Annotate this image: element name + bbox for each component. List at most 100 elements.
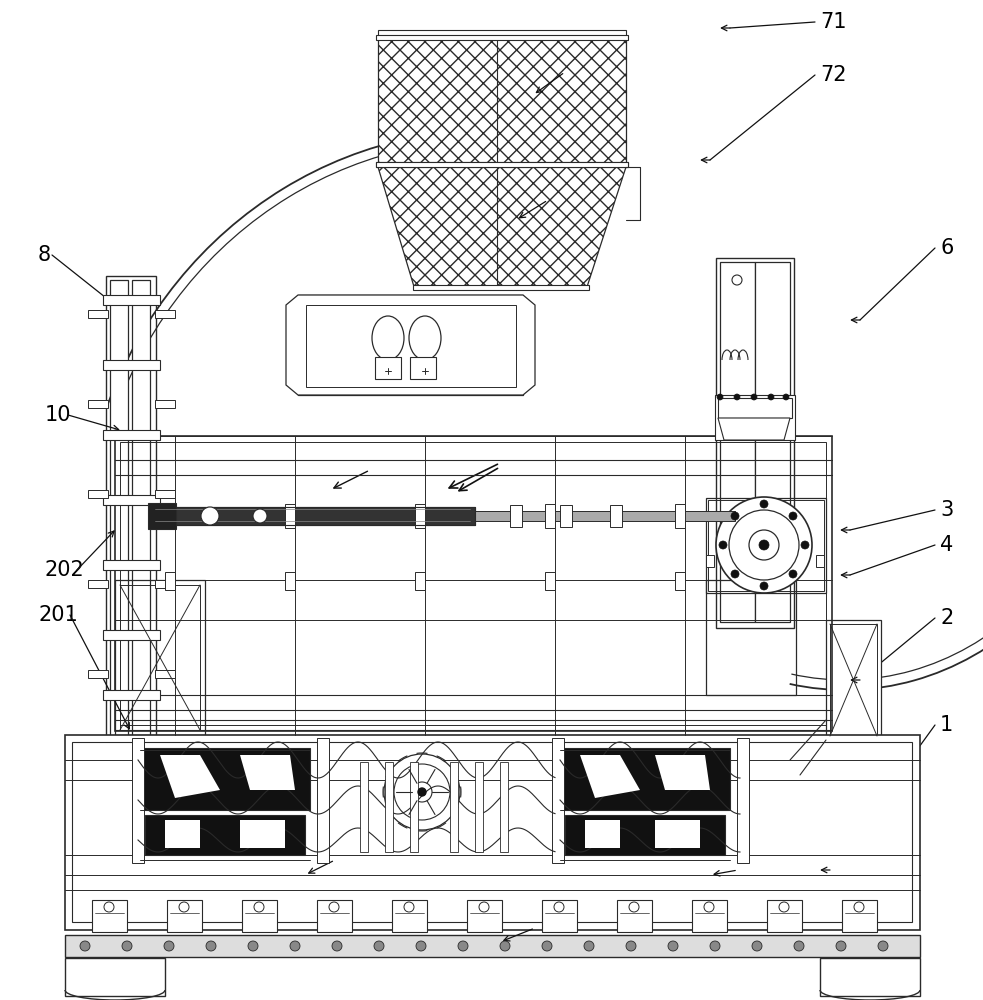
Bar <box>103 295 160 305</box>
Polygon shape <box>718 418 790 440</box>
Circle shape <box>794 941 804 951</box>
Circle shape <box>854 902 864 912</box>
Text: 202: 202 <box>45 560 85 580</box>
Bar <box>542 900 577 932</box>
Circle shape <box>731 570 739 578</box>
Bar <box>475 762 483 852</box>
Circle shape <box>801 541 809 549</box>
Bar <box>148 503 176 529</box>
Circle shape <box>836 941 846 951</box>
Bar <box>106 276 156 764</box>
Bar <box>360 762 368 852</box>
Bar <box>155 490 175 498</box>
Polygon shape <box>286 295 535 395</box>
Circle shape <box>179 902 189 912</box>
Bar <box>92 900 127 932</box>
Bar <box>610 505 622 527</box>
Text: 10: 10 <box>45 405 72 425</box>
Polygon shape <box>240 755 295 790</box>
Circle shape <box>253 509 267 523</box>
Bar <box>167 900 202 932</box>
Circle shape <box>789 512 797 520</box>
Text: 72: 72 <box>820 65 846 85</box>
Bar <box>385 762 393 852</box>
Text: 2: 2 <box>940 608 954 628</box>
Bar <box>88 490 108 498</box>
Circle shape <box>122 941 132 951</box>
Bar <box>706 498 826 593</box>
Circle shape <box>479 902 489 912</box>
Circle shape <box>710 941 720 951</box>
Bar <box>706 580 796 695</box>
Circle shape <box>751 394 757 400</box>
Circle shape <box>789 570 797 578</box>
Polygon shape <box>585 820 620 848</box>
Bar <box>65 935 920 957</box>
Bar <box>675 572 685 590</box>
Text: 6: 6 <box>940 238 954 258</box>
Bar <box>155 310 175 318</box>
Bar <box>285 572 295 590</box>
Bar <box>65 735 920 930</box>
Circle shape <box>384 754 460 830</box>
Bar <box>103 560 160 570</box>
Bar <box>88 310 108 318</box>
Bar <box>475 511 735 521</box>
Circle shape <box>629 902 639 912</box>
Bar <box>88 670 108 678</box>
Circle shape <box>206 941 216 951</box>
Bar <box>132 738 144 863</box>
Bar <box>120 442 826 725</box>
Polygon shape <box>378 167 626 290</box>
Bar <box>103 495 160 505</box>
Bar <box>115 580 205 735</box>
Ellipse shape <box>372 316 404 360</box>
Bar <box>103 360 160 370</box>
Circle shape <box>752 941 762 951</box>
Bar <box>767 900 802 932</box>
Polygon shape <box>655 820 700 848</box>
Bar <box>376 35 628 40</box>
Bar <box>378 30 626 37</box>
Circle shape <box>584 941 594 951</box>
Bar <box>826 620 881 740</box>
Circle shape <box>542 941 552 951</box>
Circle shape <box>716 497 812 593</box>
Circle shape <box>626 941 636 951</box>
Bar <box>830 624 877 736</box>
Bar <box>500 762 508 852</box>
Bar <box>706 555 714 567</box>
Circle shape <box>164 941 174 951</box>
Bar <box>560 505 572 527</box>
Text: 201: 201 <box>38 605 78 625</box>
Circle shape <box>783 394 789 400</box>
Bar <box>165 572 175 590</box>
Circle shape <box>201 507 219 525</box>
Bar <box>392 900 427 932</box>
Bar <box>120 585 200 730</box>
Bar <box>376 162 628 167</box>
Bar <box>65 958 165 996</box>
Bar <box>415 504 425 528</box>
Bar <box>842 900 877 932</box>
Bar <box>155 507 475 525</box>
Bar <box>155 507 475 525</box>
Bar <box>716 258 794 628</box>
Bar <box>378 37 626 167</box>
Circle shape <box>760 500 768 508</box>
Polygon shape <box>565 815 725 855</box>
Circle shape <box>554 902 564 912</box>
Text: 71: 71 <box>820 12 846 32</box>
Circle shape <box>734 394 740 400</box>
Bar <box>720 262 755 622</box>
Bar <box>242 900 277 932</box>
Circle shape <box>394 764 450 820</box>
Bar <box>306 305 516 387</box>
Circle shape <box>719 541 727 549</box>
Bar <box>715 395 795 440</box>
Circle shape <box>374 941 384 951</box>
Bar <box>155 670 175 678</box>
Bar <box>132 280 150 760</box>
Polygon shape <box>160 755 220 798</box>
Bar <box>110 280 128 760</box>
